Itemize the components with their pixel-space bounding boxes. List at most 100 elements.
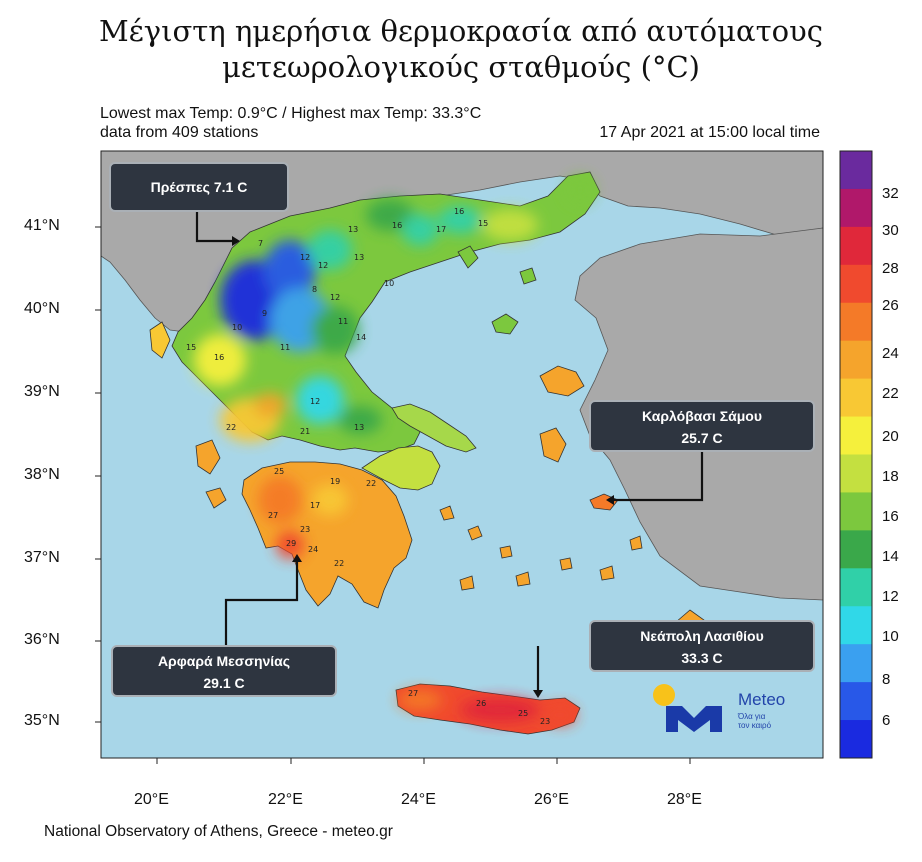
logo-tagline2: τον καιρό (738, 721, 772, 730)
station-label: 27 (268, 511, 278, 520)
station-label: 13 (348, 225, 358, 234)
logo-name: Meteo (738, 690, 786, 709)
colorbar-swatch (840, 454, 872, 493)
temp-range-text: Lowest max Temp: 0.9°C / Highest max Tem… (100, 105, 482, 122)
callout-prespes: Πρέσπες 7.1 C (109, 162, 289, 212)
colorbar-frame (839, 150, 873, 759)
station-label: 25 (518, 709, 528, 718)
station-label: 12 (330, 293, 340, 302)
lon-label-22: 22°E (268, 791, 303, 808)
colorbar-swatch (840, 644, 872, 683)
colorbar-swatch (840, 340, 872, 380)
map-frame (100, 150, 824, 759)
colorbar-label: 24 (882, 345, 899, 362)
station-label: 12 (318, 261, 328, 270)
station-label: 10 (232, 323, 242, 332)
callout-leaders (195, 212, 704, 692)
station-label: 22 (334, 559, 344, 568)
sun-icon (653, 684, 675, 706)
lat-label-35: 35°N (24, 712, 60, 729)
station-label: 13 (354, 253, 364, 262)
station-label: 11 (338, 317, 348, 326)
colorbar-label: 22 (882, 385, 899, 402)
lon-label-20: 20°E (134, 791, 169, 808)
colorbar-label: 18 (882, 468, 899, 485)
logo-tagline1: Όλα για (738, 712, 766, 721)
station-label: 9 (262, 309, 267, 318)
colorbar (839, 150, 873, 759)
colorbar-label: 14 (882, 548, 899, 565)
lat-label-40: 40°N (24, 300, 60, 317)
callout-arfara-value: 29.1 C (203, 675, 245, 691)
station-label: 17 (436, 225, 446, 234)
station-label: 23 (540, 717, 550, 726)
lat-label-37: 37°N (24, 549, 60, 566)
callout-karlovasi-name: Καρλόβασι Σάμου (641, 408, 762, 424)
colorbar-label: 6 (882, 712, 891, 729)
lat-label-38: 38°N (24, 466, 60, 483)
callout-prespes-text: Πρέσπες 7.1 C (150, 179, 248, 195)
colorbar-swatch (840, 568, 872, 607)
meteo-m-icon (666, 706, 722, 732)
colorbar-label: 20 (882, 428, 899, 445)
station-label: 7 (258, 239, 263, 248)
station-label: 22 (226, 423, 236, 432)
station-label: 22 (366, 479, 376, 488)
colorbar-swatch (840, 606, 872, 645)
footer-credit: National Observatory of Athens, Greece -… (44, 823, 393, 840)
colorbar-swatch (840, 151, 872, 190)
station-label: 19 (330, 477, 340, 486)
station-label: 26 (476, 699, 486, 708)
axis-ticks (95, 226, 691, 764)
colorbar-label: 8 (882, 671, 891, 688)
colorbar-swatch (840, 188, 872, 228)
station-label: 24 (308, 545, 318, 554)
map-title-line1: Μέγιστη ημερήσια θερμοκρασία από αυτόματ… (99, 14, 823, 48)
lat-label-41: 41°N (24, 217, 60, 234)
lat-label-36: 36°N (24, 631, 60, 648)
station-labels: 7 12 13 16 10 16 17 15 12 13 12 8 9 10 1… (186, 207, 550, 726)
callout-karlovasi-value: 25.7 C (681, 430, 723, 446)
station-label: 16 (214, 353, 224, 362)
station-label: 11 (280, 343, 290, 352)
station-label: 16 (454, 207, 464, 216)
lat-label-39: 39°N (24, 383, 60, 400)
temperature-field (194, 176, 594, 725)
callout-neapoli-name: Νεάπολη Λασιθίου (640, 628, 764, 644)
colorbar-label: 10 (882, 628, 899, 645)
lon-label-24: 24°E (401, 791, 436, 808)
station-label: 12 (300, 253, 310, 262)
callout-neapoli: Νεάπολη Λασιθίου 33.3 C (589, 620, 815, 672)
colorbar-label: 16 (882, 508, 899, 525)
colorbar-swatch (840, 492, 872, 531)
station-label: 25 (274, 467, 284, 476)
station-label: 17 (310, 501, 320, 510)
station-label: 10 (384, 279, 394, 288)
colorbar-swatch (840, 720, 872, 759)
colorbar-swatch (840, 302, 872, 342)
colorbar-swatch (840, 378, 872, 418)
colorbar-label: 28 (882, 260, 899, 277)
station-label: 23 (300, 525, 310, 534)
colorbar-swatch (840, 264, 872, 304)
station-label: 12 (310, 397, 320, 406)
callout-arfara-name: Αρφαρά Μεσσηνίας (157, 653, 291, 669)
callout-arfara: Αρφαρά Μεσσηνίας 29.1 C (111, 645, 337, 697)
callout-karlovasi: Καρλόβασι Σάμου 25.7 C (589, 400, 815, 452)
meteo-logo: Meteo Όλα για τον καιρό (652, 682, 785, 738)
colorbar-label: 26 (882, 297, 899, 314)
station-label: 13 (354, 423, 364, 432)
station-label: 27 (408, 689, 418, 698)
station-label: 29 (286, 539, 296, 548)
colorbar-swatch (840, 416, 872, 455)
callout-arrowheads (232, 236, 614, 698)
callout-neapoli-value: 33.3 C (681, 650, 723, 666)
station-label: 16 (392, 221, 402, 230)
colorbar-swatch (840, 226, 872, 266)
station-label: 15 (186, 343, 196, 352)
colorbar-swatch (840, 530, 872, 569)
map-title-line2: μετεωρολογικούς σταθμούς (°C) (222, 50, 700, 84)
station-label: 15 (478, 219, 488, 228)
stations-count-text: data from 409 stations (100, 124, 259, 141)
lon-label-28: 28°E (667, 791, 702, 808)
